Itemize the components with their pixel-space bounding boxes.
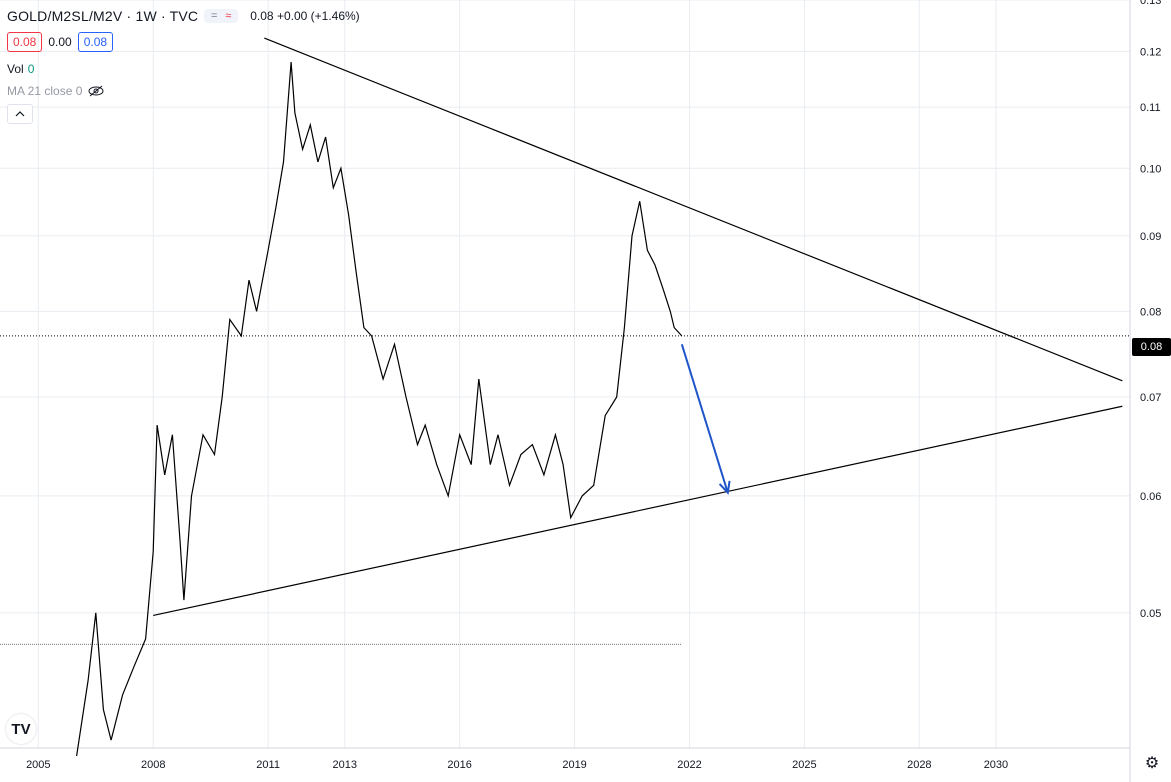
symbol-title[interactable]: GOLD/M2SL/M2V · 1W · TVC (7, 8, 199, 24)
y-tick-label: 0.10 (1140, 163, 1161, 175)
ma-label: MA 21 close 0 (7, 84, 83, 98)
y-tick-label: 0.08 (1140, 306, 1161, 318)
current-price-tag: 0.08 (1132, 338, 1171, 356)
arrow-head (718, 480, 731, 495)
eye-off-icon[interactable] (88, 85, 104, 97)
x-tick-label: 2013 (333, 759, 357, 771)
bid-box[interactable]: 0.08 (7, 32, 43, 52)
y-tick-label: 0.09 (1140, 231, 1161, 243)
legend: GOLD/M2SL/M2V · 1W · TVC = ≈ 0.08 +0.00 … (7, 6, 360, 124)
y-tick-label: 0.05 (1140, 608, 1161, 620)
y-tick-label: 0.13 (1140, 0, 1161, 7)
ask-box[interactable]: 0.08 (77, 32, 114, 52)
lower-trendline (153, 405, 1123, 617)
x-tick-label: 2016 (447, 759, 471, 771)
x-tick-label: 2025 (792, 759, 816, 771)
equals-icon: = (211, 10, 218, 22)
y-tick-label: 0.12 (1140, 46, 1161, 58)
tradingview-logo[interactable]: TV (6, 714, 36, 744)
x-tick-label: 2028 (907, 759, 931, 771)
x-tick-label: 2005 (26, 759, 50, 771)
y-tick-label: 0.06 (1140, 491, 1161, 503)
x-tick-label: 2019 (562, 759, 586, 771)
compare-toggle[interactable]: = ≈ (204, 9, 239, 23)
spread-value: 0.00 (48, 35, 72, 49)
collapse-legend-button[interactable] (7, 104, 33, 124)
x-tick-label: 2008 (141, 759, 165, 771)
ohlc-values: 0.08 +0.00 (+1.46%) (250, 9, 360, 23)
gear-icon[interactable]: ⚙ (1144, 755, 1160, 772)
price-series-line (76, 62, 683, 757)
y-tick-label: 0.11 (1140, 102, 1161, 114)
upper-trendline (264, 37, 1123, 382)
volume-value: 0 (27, 62, 35, 76)
x-tick-label: 2030 (984, 759, 1008, 771)
projection-arrow (680, 343, 729, 494)
volume-label: Vol (7, 62, 24, 76)
chevron-up-icon (15, 111, 25, 117)
x-tick-label: 2022 (677, 759, 701, 771)
x-tick-label: 2011 (256, 759, 280, 771)
approx-icon: ≈ (225, 10, 232, 22)
y-tick-label: 0.07 (1140, 392, 1161, 404)
